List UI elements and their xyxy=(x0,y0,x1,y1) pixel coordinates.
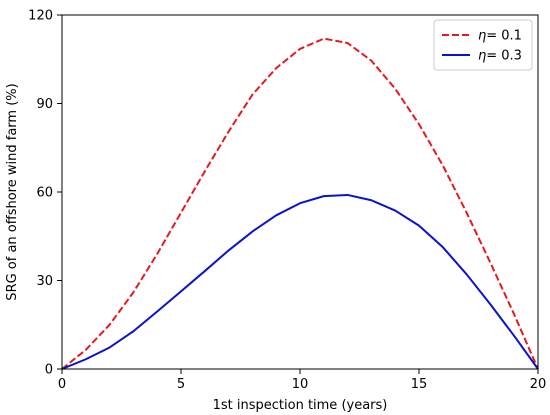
legend-label-1: η= 0.1 xyxy=(478,29,522,44)
x-tick-label: 15 xyxy=(411,377,428,392)
y-tick-label: 90 xyxy=(36,97,53,112)
y-tick-label: 30 xyxy=(36,274,53,289)
x-tick-label: 10 xyxy=(292,377,309,392)
legend-value: = 0.1 xyxy=(486,29,522,44)
x-tick-label: 0 xyxy=(58,377,66,392)
series-line-2 xyxy=(62,195,538,369)
y-tick-label: 60 xyxy=(36,186,53,201)
legend-symbol: η xyxy=(478,49,486,64)
legend: η= 0.1η= 0.3 xyxy=(434,20,532,70)
x-tick-label: 20 xyxy=(530,377,547,392)
x-axis-ticks: 0 5 10 15 20 xyxy=(58,369,546,392)
legend-label-2: η= 0.3 xyxy=(478,49,522,64)
y-tick-label: 120 xyxy=(28,9,53,24)
legend-value: = 0.3 xyxy=(486,49,522,64)
y-axis-ticks: 0 30 60 90 120 xyxy=(28,9,62,378)
y-axis-label: SRG of an offshore wind farm (%) xyxy=(5,83,20,300)
x-axis-label: 1st inspection time (years) xyxy=(213,398,388,413)
legend-symbol: η xyxy=(478,29,486,44)
x-tick-label: 5 xyxy=(177,377,185,392)
plot-lines xyxy=(62,39,538,369)
y-tick-label: 0 xyxy=(45,363,53,378)
